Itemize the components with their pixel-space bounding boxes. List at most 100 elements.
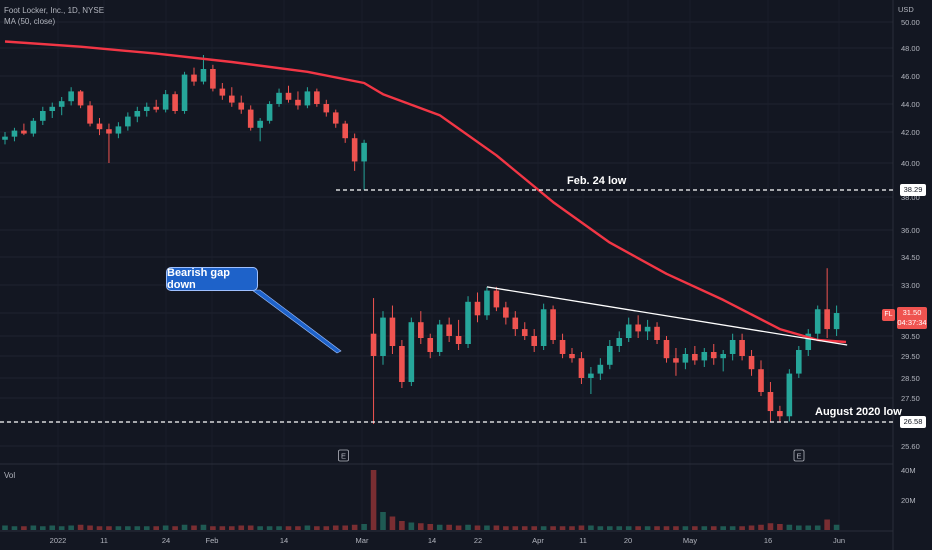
volume-bar xyxy=(172,526,178,530)
candle-body xyxy=(635,324,641,332)
volume-bar xyxy=(314,526,320,530)
candle-body xyxy=(710,352,717,359)
candle-body xyxy=(559,340,566,354)
candlesticks xyxy=(2,55,840,424)
volume-bar xyxy=(644,526,651,530)
volume-bar xyxy=(399,521,405,530)
volume-bar xyxy=(266,526,273,530)
volume-bar xyxy=(323,526,330,530)
candle-body xyxy=(701,352,708,361)
candle-body xyxy=(389,317,396,346)
volume-bar xyxy=(540,526,547,530)
candle-body xyxy=(503,307,509,318)
drawing-overlay xyxy=(0,189,893,423)
volume-bar xyxy=(559,526,566,530)
candle-body xyxy=(796,350,802,374)
price-tick-label: 44.00 xyxy=(901,100,920,109)
level-low-tag: 26.58 xyxy=(900,416,926,428)
volume-bar xyxy=(814,525,821,530)
ticker-tag: FL xyxy=(882,309,895,321)
candle-body xyxy=(153,106,159,110)
volume-bar xyxy=(739,526,745,530)
candle-body xyxy=(777,411,783,417)
candle-body xyxy=(474,301,481,316)
earnings-icon: E xyxy=(796,452,801,461)
volume-bar xyxy=(805,525,812,530)
volume-bar xyxy=(276,526,282,530)
volume-bar xyxy=(143,526,150,530)
volume-bar xyxy=(153,526,159,530)
volume-bar xyxy=(493,525,500,530)
earnings-marker-2[interactable]: E xyxy=(793,449,805,462)
volume-bars xyxy=(2,470,840,530)
candle-body xyxy=(521,329,528,336)
candle-body xyxy=(115,126,122,134)
volume-bar xyxy=(569,526,575,530)
volume-bar xyxy=(418,523,424,530)
volume-bar xyxy=(96,526,103,530)
candle-body xyxy=(210,69,216,89)
candle-body xyxy=(2,136,8,140)
candle-body xyxy=(77,91,84,106)
candle-body xyxy=(21,130,27,134)
volume-bar xyxy=(446,524,452,530)
volume-bar xyxy=(777,524,783,530)
candle-body xyxy=(550,309,556,340)
volume-bar xyxy=(210,526,216,530)
volume-bar xyxy=(616,526,623,530)
time-tick-label: 11 xyxy=(100,536,108,545)
candle-body xyxy=(644,326,651,332)
last-price-value: 31.50 xyxy=(902,308,922,317)
bearish-gap-callout[interactable]: Bearish gap down xyxy=(166,267,258,291)
volume-bar xyxy=(408,522,415,530)
volume-axis: 40M 20M xyxy=(901,466,916,505)
volume-bar xyxy=(767,523,774,530)
candle-body xyxy=(342,123,348,139)
volume-bar xyxy=(229,526,235,530)
volume-bar xyxy=(181,524,188,530)
volume-label: Vol xyxy=(4,471,16,480)
volume-bar xyxy=(87,525,93,530)
candle-body xyxy=(663,340,670,359)
candle-body xyxy=(30,120,37,134)
volume-bar xyxy=(68,525,74,530)
earnings-marker-1[interactable]: E xyxy=(338,449,349,462)
price-tick-label: 29.50 xyxy=(901,352,920,361)
volume-bar xyxy=(40,526,46,530)
candle-body xyxy=(276,92,282,104)
candle-body xyxy=(616,338,623,346)
ma50-line xyxy=(4,40,847,344)
earnings-icon: E xyxy=(341,452,346,461)
volume-bar xyxy=(200,524,207,530)
time-tick-label: 11 xyxy=(579,536,587,545)
time-tick-label: 22 xyxy=(474,536,482,545)
volume-bar xyxy=(115,526,122,530)
candle-body xyxy=(143,106,150,111)
volume-bar xyxy=(701,526,708,530)
time-tick-label: 16 xyxy=(764,536,772,545)
volume-bar xyxy=(663,526,670,530)
volume-bar xyxy=(748,525,755,530)
volume-bar xyxy=(125,526,131,530)
candle-body xyxy=(531,336,537,346)
moving-average-line xyxy=(4,40,847,344)
candle-body xyxy=(786,373,793,417)
candle-body xyxy=(493,290,500,308)
price-axis[interactable]: 50.00 48.00 46.00 44.00 42.00 40.00 38.00 36.00… xyxy=(901,18,920,451)
volume-bar xyxy=(370,470,377,530)
volume-bar xyxy=(361,524,367,530)
price-tick-label: 25.60 xyxy=(901,442,920,451)
volume-bar xyxy=(380,512,386,530)
candle-body xyxy=(191,74,197,82)
time-axis[interactable]: 2022 11 24 Feb 14 Mar 14 22 Apr 11 20 May 16 Jun xyxy=(50,536,845,545)
price-tick-label: 46.00 xyxy=(901,72,920,81)
candle-body xyxy=(106,129,112,134)
candle-body xyxy=(427,338,434,352)
price-tick-label: 28.50 xyxy=(901,374,920,383)
chart-legend: Foot Locker, Inc., 1D, NYSE MA (50, clos… xyxy=(4,5,104,27)
candle-body xyxy=(181,74,188,111)
candle-body xyxy=(399,346,405,382)
candle-body xyxy=(172,94,178,111)
price-tick-label: 40.00 xyxy=(901,159,920,168)
